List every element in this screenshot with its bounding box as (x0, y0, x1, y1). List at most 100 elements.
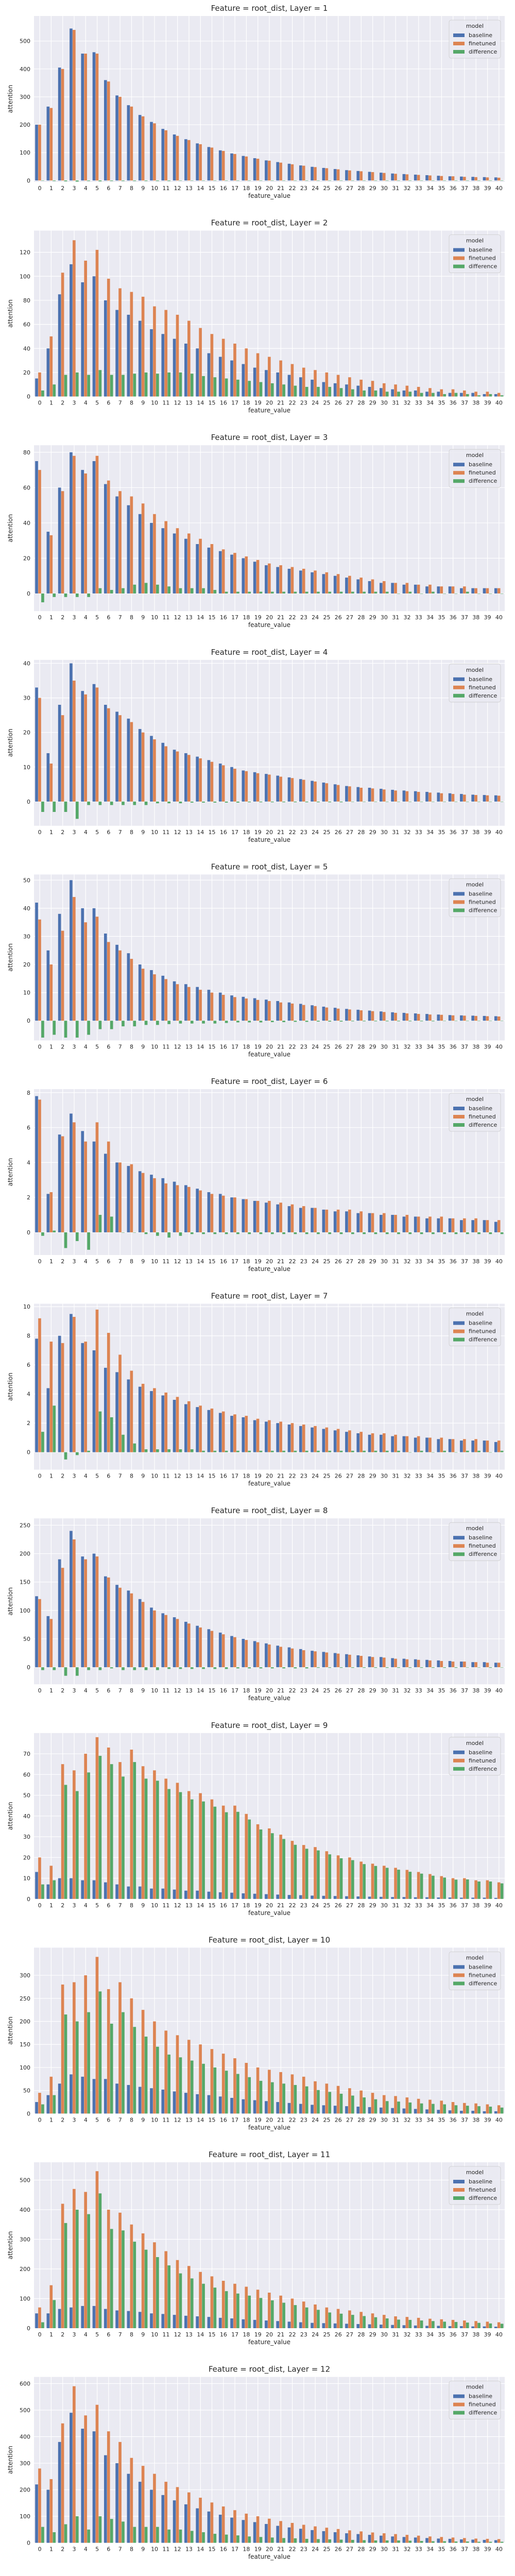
bar-finetuned (95, 1957, 99, 2114)
x-tick-label: 28 (357, 1902, 365, 1909)
x-tick-label: 15 (209, 2116, 216, 2123)
x-tick-label: 6 (107, 614, 110, 621)
bar-finetuned (371, 1213, 374, 1232)
bar-finetuned (199, 2044, 202, 2114)
bar-finetuned (210, 1631, 214, 1668)
bar-difference (432, 591, 435, 594)
bar-finetuned (451, 794, 455, 802)
y-tick-label: 50 (23, 1792, 30, 1799)
bar-finetuned (49, 964, 53, 1021)
x-tick-label: 4 (84, 2116, 88, 2123)
x-tick-label: 24 (312, 2116, 319, 2123)
x-tick-label: 13 (185, 1473, 193, 1480)
x-tick-label: 14 (197, 1902, 204, 1909)
x-tick-label: 25 (323, 1258, 330, 1265)
x-tick-label: 13 (185, 2546, 193, 2553)
bar-difference (202, 1450, 205, 1452)
bar-difference (41, 390, 44, 397)
bar-difference (328, 1450, 332, 1452)
bar-baseline (414, 1437, 417, 1452)
x-tick-label: 13 (185, 400, 193, 406)
bar-baseline (311, 1005, 314, 1021)
x-tick-label: 27 (346, 829, 353, 836)
bar-finetuned (187, 140, 191, 181)
bar-finetuned (256, 560, 260, 594)
x-tick-label: 13 (185, 185, 193, 192)
x-tick-label: 33 (415, 400, 422, 406)
bar-difference (156, 1781, 159, 1899)
bar-difference (408, 2540, 412, 2543)
y-tick-label: 0 (27, 394, 30, 400)
bar-finetuned (325, 168, 329, 181)
x-tick-label: 2 (61, 1902, 64, 1909)
bar-baseline (345, 1009, 348, 1021)
bar-difference (317, 1021, 320, 1022)
x-tick-label: 34 (426, 185, 434, 192)
bar-baseline (322, 167, 325, 181)
x-tick-label: 12 (174, 185, 181, 192)
bar-finetuned (268, 2070, 271, 2114)
bar-baseline (207, 1410, 211, 1452)
bar-finetuned (95, 2171, 99, 2328)
bar-finetuned (73, 1122, 76, 1232)
x-tick-label: 10 (151, 2116, 158, 2123)
x-tick-label: 10 (151, 185, 158, 192)
bar-finetuned (348, 1209, 351, 1232)
bar-baseline (322, 782, 325, 802)
bar-baseline (356, 2324, 360, 2328)
bar-finetuned (84, 1141, 87, 1232)
legend-label-baseline: baseline (469, 2178, 492, 2185)
bar-finetuned (38, 919, 41, 1021)
bar-baseline (35, 1596, 38, 1668)
bar-difference (374, 2099, 377, 2114)
bar-difference (408, 392, 412, 397)
bar-difference (110, 2519, 113, 2543)
y-axis-label: attention (7, 299, 14, 328)
bar-difference (363, 2540, 366, 2543)
bar-baseline (207, 147, 211, 181)
x-tick-label: 5 (95, 1473, 99, 1480)
bar-difference (122, 2230, 125, 2328)
bar-finetuned (336, 2309, 340, 2328)
x-tick-label: 25 (323, 2546, 330, 2553)
bar-difference (122, 2521, 125, 2543)
bar-baseline (104, 1882, 107, 1899)
bar-finetuned (84, 2192, 87, 2328)
x-tick-label: 1 (49, 1473, 53, 1480)
bar-finetuned (49, 2479, 53, 2543)
bar-baseline (483, 1440, 486, 1452)
y-tick-label: 8 (27, 1333, 30, 1340)
bar-finetuned (371, 1433, 374, 1452)
bar-difference (339, 180, 343, 181)
x-tick-label: 25 (323, 1473, 330, 1480)
bar-baseline (104, 2079, 107, 2114)
bar-baseline (276, 2102, 280, 2114)
x-tick-label: 40 (495, 400, 503, 406)
bar-difference (282, 1450, 285, 1452)
bar-difference (167, 1232, 170, 1238)
bar-difference (41, 593, 44, 603)
bar-finetuned (221, 994, 225, 1021)
bar-finetuned (417, 2535, 420, 2543)
bar-baseline (161, 1888, 165, 1899)
bar-baseline (471, 588, 474, 594)
bar-finetuned (95, 687, 99, 802)
x-tick-label: 22 (289, 829, 296, 836)
bar-baseline (287, 1002, 291, 1021)
bar-finetuned (164, 2482, 168, 2543)
x-tick-label: 16 (220, 1258, 227, 1265)
bar-difference (225, 1021, 228, 1023)
bar-baseline (345, 384, 348, 397)
bar-finetuned (130, 2458, 133, 2543)
legend-swatch-baseline (453, 1107, 465, 1110)
bar-baseline (483, 2111, 486, 2114)
bar-baseline (92, 276, 96, 397)
x-tick-label: 10 (151, 2331, 158, 2338)
x-tick-label: 37 (461, 2116, 468, 2123)
bar-difference (41, 1232, 44, 1236)
bar-difference (420, 1873, 423, 1899)
bar-difference (466, 2541, 469, 2543)
x-tick-label: 37 (461, 614, 468, 621)
bar-finetuned (256, 1642, 260, 1668)
bar-finetuned (153, 2242, 156, 2328)
